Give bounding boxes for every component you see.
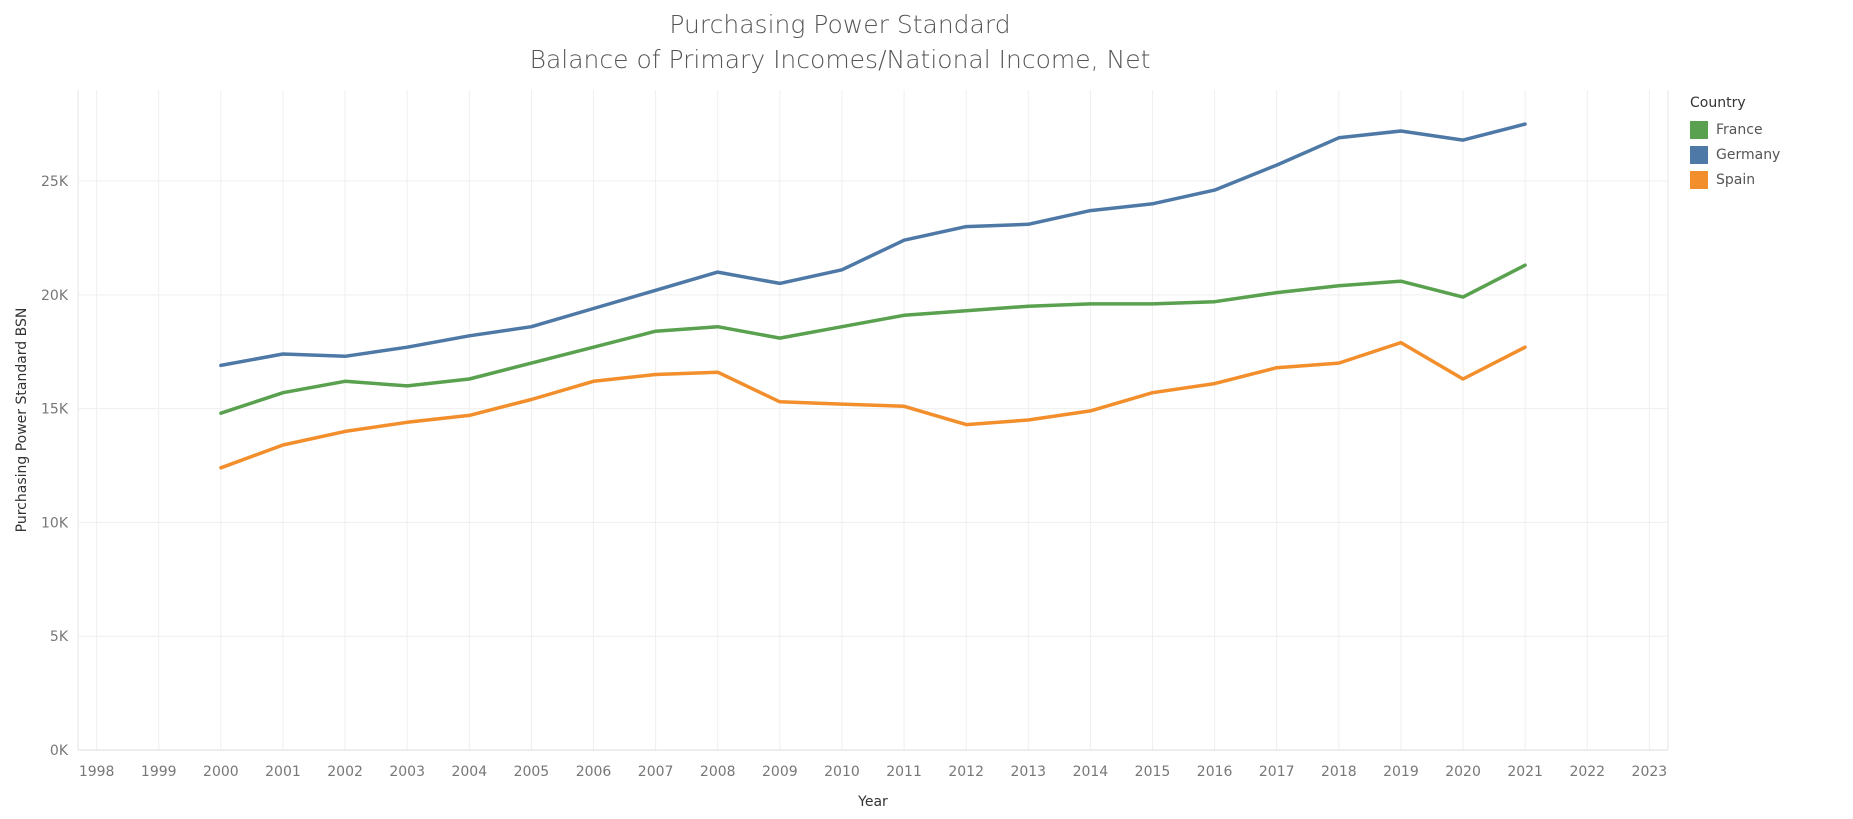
chart-subtitle: Balance of Primary Incomes/National Inco… <box>529 45 1151 74</box>
y-tick-label: 15K <box>41 402 69 418</box>
x-tick-label: 2001 <box>265 764 301 780</box>
y-tick-label: 0K <box>50 743 69 759</box>
x-tick-label: 2005 <box>514 764 550 780</box>
x-tick-label: 2013 <box>1010 764 1046 780</box>
chart-title: Purchasing Power Standard <box>669 10 1011 39</box>
y-tick-label: 10K <box>41 515 69 531</box>
legend-swatch <box>1690 120 1708 139</box>
legend-title: Country <box>1690 95 1746 111</box>
x-tick-label: 2004 <box>451 764 487 780</box>
x-tick-label: 2010 <box>824 764 860 780</box>
x-tick-label: 1999 <box>141 764 177 780</box>
x-tick-label: 2020 <box>1445 764 1481 780</box>
x-axis-label: Year <box>857 794 888 810</box>
x-tick-label: 2000 <box>203 764 239 780</box>
legend-item-spain[interactable]: Spain <box>1690 167 1780 192</box>
x-tick-label: 2015 <box>1135 764 1171 780</box>
x-tick-label: 2023 <box>1632 764 1668 780</box>
x-tick-label: 2017 <box>1259 764 1295 780</box>
legend-swatch <box>1690 145 1708 164</box>
x-tick-label: 2002 <box>327 764 363 780</box>
y-tick-label: 20K <box>41 288 69 304</box>
x-tick-label: 1998 <box>79 764 115 780</box>
legend-label: Germany <box>1716 146 1781 163</box>
series-line-germany <box>219 122 1527 368</box>
line-chart: 1998 1999 2000 2001 2002 2003 2004 2005 2006 2007… <box>14 90 1669 810</box>
legend: Country France Germany Spain <box>1690 95 1780 192</box>
x-tick-label: 2009 <box>762 764 798 780</box>
x-tick-label: 2007 <box>638 764 674 780</box>
x-tick-label: 2011 <box>886 764 922 780</box>
x-tick-label: 2018 <box>1321 764 1357 780</box>
x-tick-label: 2008 <box>700 764 736 780</box>
legend-item-france[interactable]: France <box>1690 117 1780 142</box>
y-tick-label: 5K <box>50 629 69 645</box>
legend-label: France <box>1716 121 1763 138</box>
series-line-france <box>219 263 1527 415</box>
x-tick-label: 2022 <box>1569 764 1605 780</box>
legend-swatch <box>1690 170 1708 189</box>
y-tick-label: 25K <box>41 174 69 190</box>
y-axis-label: Purchasing Power Standard BSN <box>14 308 30 533</box>
x-tick-label: 2014 <box>1073 764 1109 780</box>
x-tick-label: 2003 <box>389 764 425 780</box>
x-tick-label: 2012 <box>948 764 984 780</box>
x-tick-label: 2019 <box>1383 764 1419 780</box>
x-tick-label: 2006 <box>576 764 612 780</box>
legend-label: Spain <box>1716 171 1756 188</box>
x-tick-label: 2021 <box>1507 764 1543 780</box>
legend-item-germany[interactable]: Germany <box>1690 142 1780 167</box>
series-line-spain <box>219 340 1527 470</box>
x-tick-label: 2016 <box>1197 764 1233 780</box>
